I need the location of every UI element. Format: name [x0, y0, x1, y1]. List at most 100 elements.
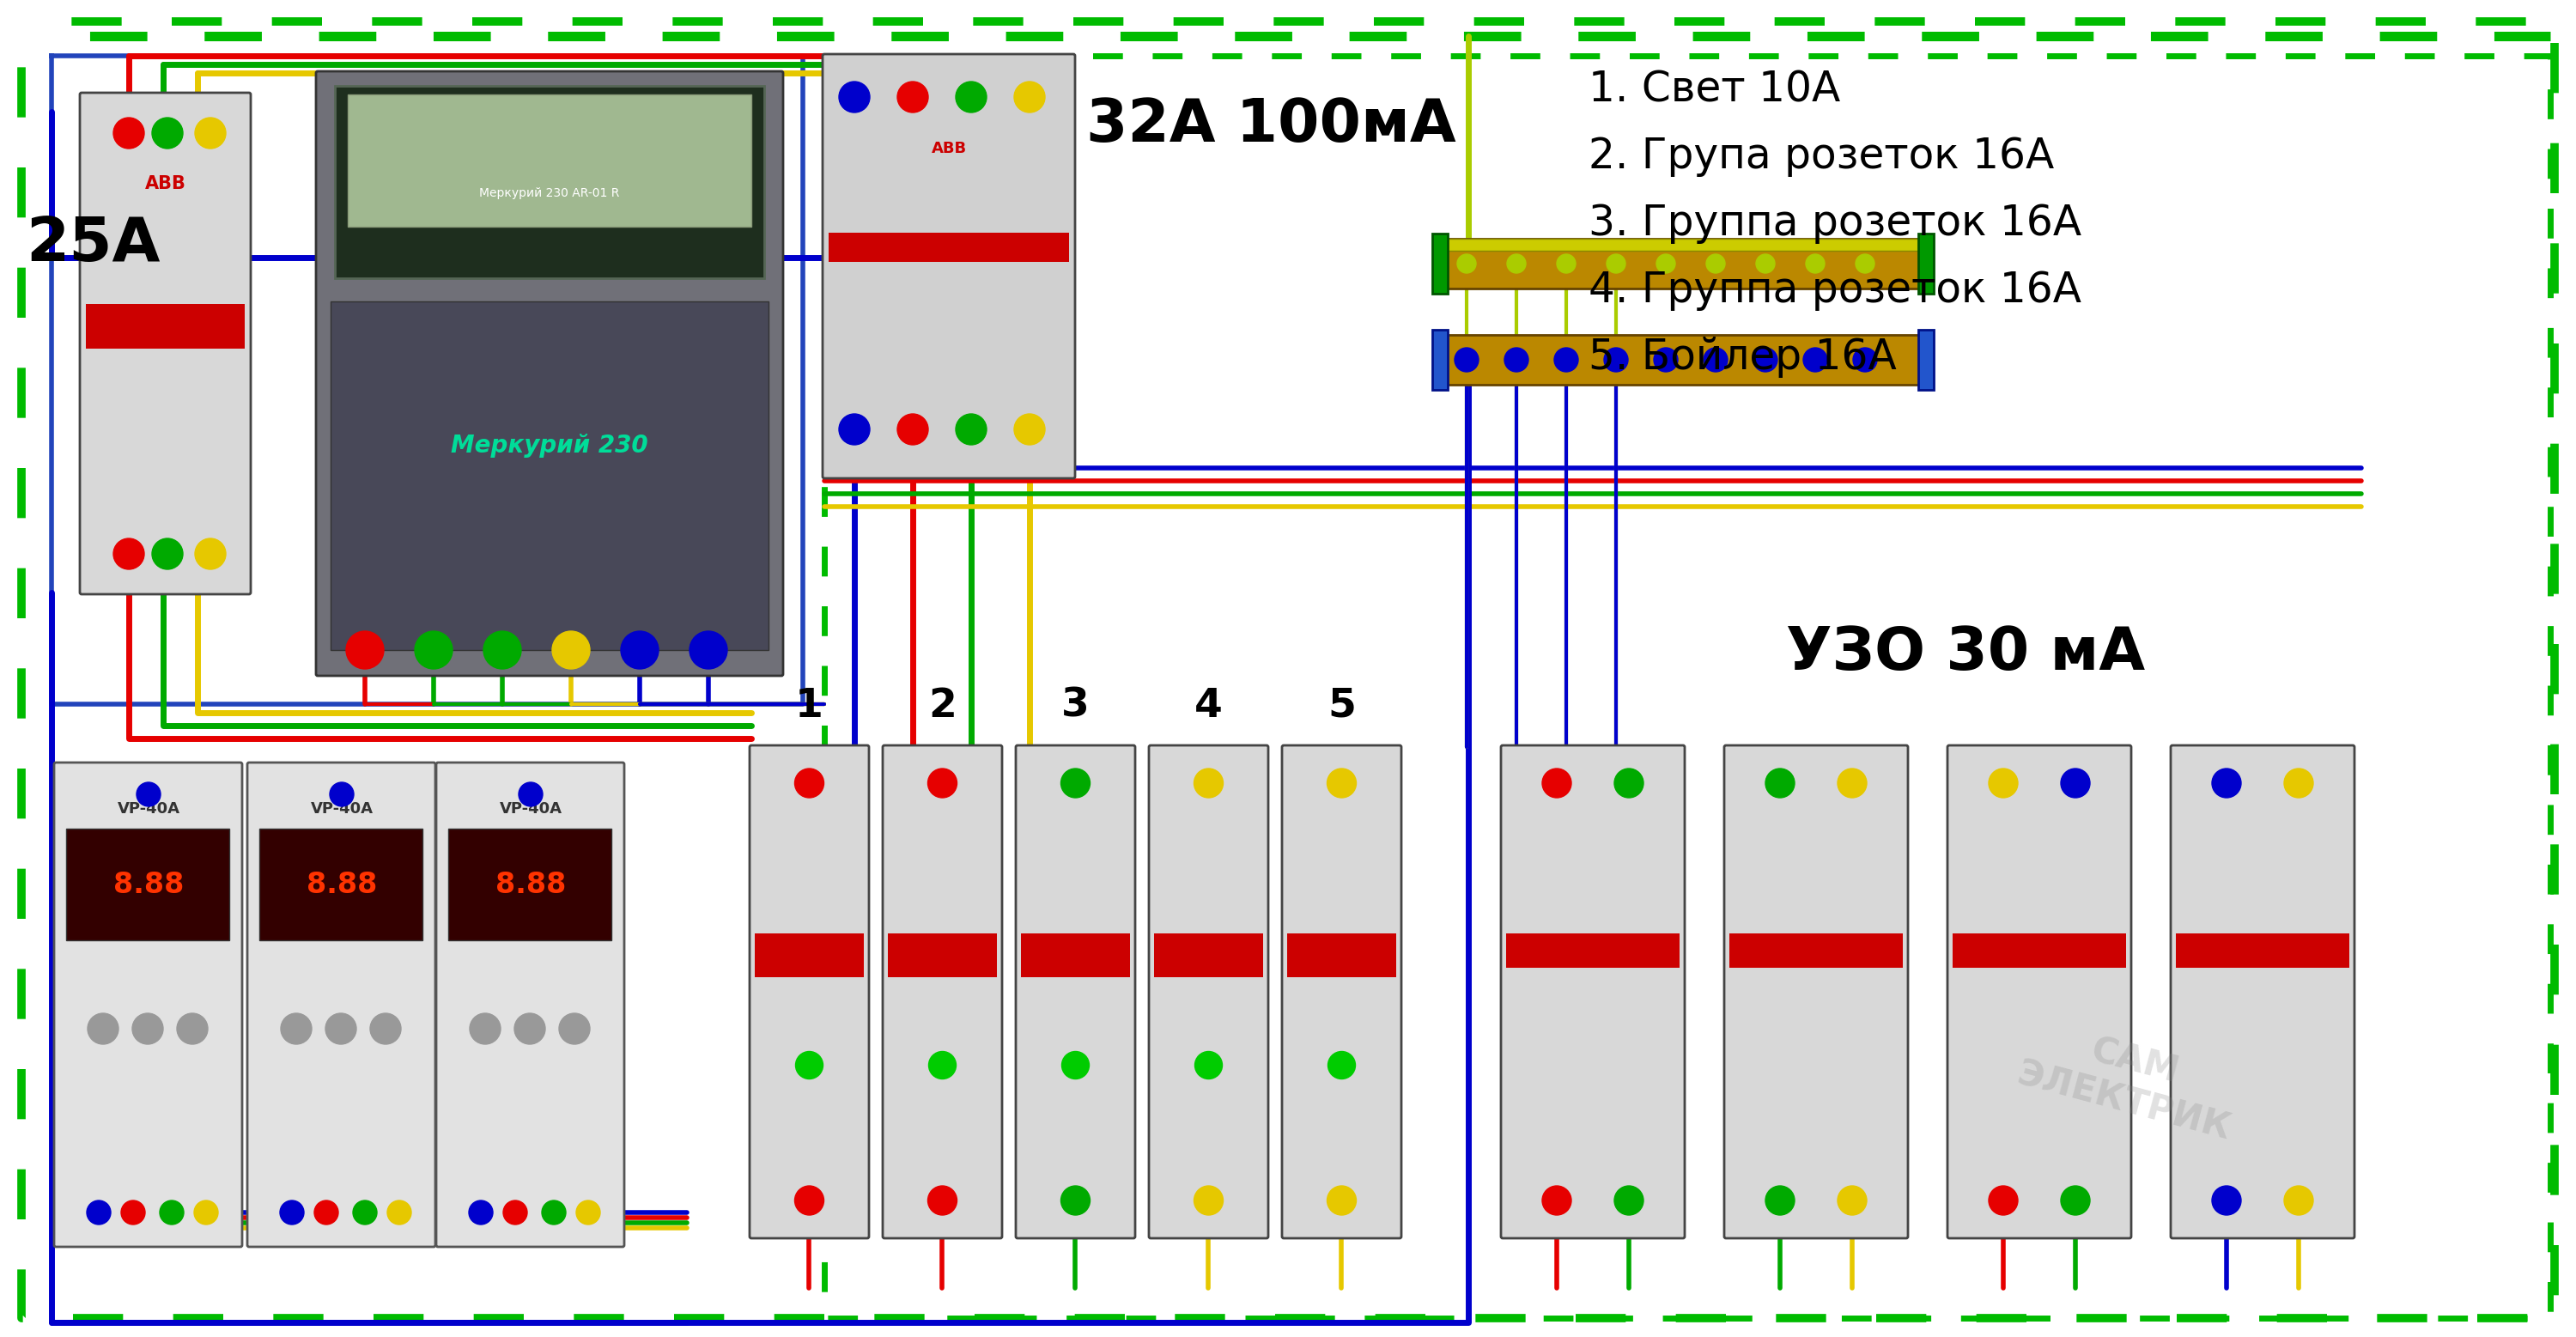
- Text: 1. Свет 10А: 1. Свет 10А: [1589, 68, 1839, 110]
- Circle shape: [1615, 769, 1643, 798]
- Circle shape: [131, 1013, 162, 1044]
- Bar: [1020, 933, 1131, 977]
- Circle shape: [927, 1051, 956, 1079]
- Text: VP-40A: VP-40A: [118, 801, 180, 817]
- Circle shape: [1507, 254, 1525, 273]
- Text: VP-40A: VP-40A: [500, 801, 562, 817]
- Circle shape: [927, 769, 958, 798]
- Bar: [889, 933, 997, 977]
- Text: 25A: 25A: [26, 214, 160, 274]
- Circle shape: [1705, 254, 1726, 273]
- Circle shape: [1615, 1186, 1643, 1215]
- Circle shape: [1543, 769, 1571, 798]
- Bar: [1919, 330, 1935, 390]
- Circle shape: [330, 782, 353, 806]
- Circle shape: [796, 1051, 824, 1079]
- Circle shape: [325, 1013, 355, 1044]
- Text: 1: 1: [796, 686, 824, 725]
- Circle shape: [1852, 348, 1878, 372]
- Text: 4. Группа розеток 16А: 4. Группа розеток 16А: [1589, 270, 2081, 310]
- Bar: [755, 933, 863, 977]
- Circle shape: [484, 631, 520, 668]
- Text: Меркурий 230 AR-01 R: Меркурий 230 AR-01 R: [479, 187, 621, 199]
- Circle shape: [113, 539, 144, 570]
- FancyBboxPatch shape: [2172, 745, 2354, 1238]
- Circle shape: [193, 1201, 219, 1225]
- Bar: [1953, 933, 2125, 968]
- Circle shape: [196, 539, 227, 570]
- Bar: [448, 829, 611, 940]
- Text: Меркурий 230: Меркурий 230: [451, 433, 649, 457]
- Text: ABB: ABB: [144, 175, 185, 193]
- Circle shape: [1837, 1186, 1868, 1215]
- Circle shape: [1754, 348, 1777, 372]
- Circle shape: [137, 782, 160, 806]
- FancyBboxPatch shape: [1723, 745, 1909, 1238]
- Circle shape: [621, 631, 659, 668]
- Text: 8.88: 8.88: [307, 870, 376, 898]
- Circle shape: [152, 118, 183, 148]
- Bar: [1432, 234, 1448, 294]
- Circle shape: [1605, 348, 1628, 372]
- Text: ABB: ABB: [930, 140, 966, 156]
- Circle shape: [469, 1013, 500, 1044]
- Text: 2. Група розеток 16А: 2. Група розеток 16А: [1589, 135, 2053, 176]
- Text: VP-40A: VP-40A: [309, 801, 374, 817]
- Circle shape: [152, 539, 183, 570]
- Circle shape: [113, 118, 144, 148]
- Bar: [335, 86, 765, 278]
- Circle shape: [541, 1201, 567, 1225]
- Circle shape: [1061, 1186, 1090, 1215]
- Circle shape: [386, 1201, 412, 1225]
- Circle shape: [1989, 1186, 2017, 1215]
- Circle shape: [1703, 348, 1728, 372]
- Bar: [1432, 330, 1448, 390]
- Circle shape: [956, 414, 987, 445]
- Circle shape: [927, 1186, 958, 1215]
- Bar: [330, 301, 768, 650]
- Circle shape: [1803, 348, 1826, 372]
- Circle shape: [1015, 414, 1046, 445]
- FancyBboxPatch shape: [1283, 745, 1401, 1238]
- Circle shape: [1061, 1051, 1090, 1079]
- Circle shape: [1806, 254, 1824, 273]
- Circle shape: [1757, 254, 1775, 273]
- Circle shape: [353, 1201, 376, 1225]
- Circle shape: [1654, 348, 1677, 372]
- Text: CAM
ЭЛЕКТРИК: CAM ЭЛЕКТРИК: [2014, 1016, 2246, 1148]
- Circle shape: [2285, 769, 2313, 798]
- Circle shape: [2213, 769, 2241, 798]
- Circle shape: [1765, 769, 1795, 798]
- Bar: [260, 829, 422, 940]
- Bar: [67, 829, 229, 940]
- Circle shape: [1607, 254, 1625, 273]
- FancyBboxPatch shape: [1947, 745, 2130, 1238]
- Circle shape: [1193, 769, 1224, 798]
- Circle shape: [690, 631, 726, 668]
- FancyBboxPatch shape: [54, 762, 242, 1247]
- Circle shape: [121, 1201, 144, 1225]
- Circle shape: [371, 1013, 402, 1044]
- Bar: [1288, 933, 1396, 977]
- Circle shape: [840, 414, 871, 445]
- Text: 3: 3: [1061, 686, 1090, 725]
- Circle shape: [1553, 348, 1579, 372]
- Circle shape: [281, 1013, 312, 1044]
- Circle shape: [896, 414, 927, 445]
- Circle shape: [1837, 769, 1868, 798]
- FancyBboxPatch shape: [247, 762, 435, 1247]
- Bar: [348, 95, 752, 227]
- Circle shape: [956, 82, 987, 112]
- Text: 5. Бойлер 16А: 5. Бойлер 16А: [1589, 337, 1896, 378]
- Circle shape: [345, 631, 384, 668]
- Bar: [1728, 933, 1904, 968]
- Circle shape: [515, 1013, 546, 1044]
- FancyBboxPatch shape: [884, 745, 1002, 1238]
- Circle shape: [2213, 1186, 2241, 1215]
- FancyBboxPatch shape: [1502, 745, 1685, 1238]
- Circle shape: [1543, 1186, 1571, 1215]
- FancyBboxPatch shape: [822, 53, 1074, 479]
- Bar: [1443, 239, 1924, 289]
- FancyBboxPatch shape: [1149, 745, 1267, 1238]
- Circle shape: [2061, 769, 2089, 798]
